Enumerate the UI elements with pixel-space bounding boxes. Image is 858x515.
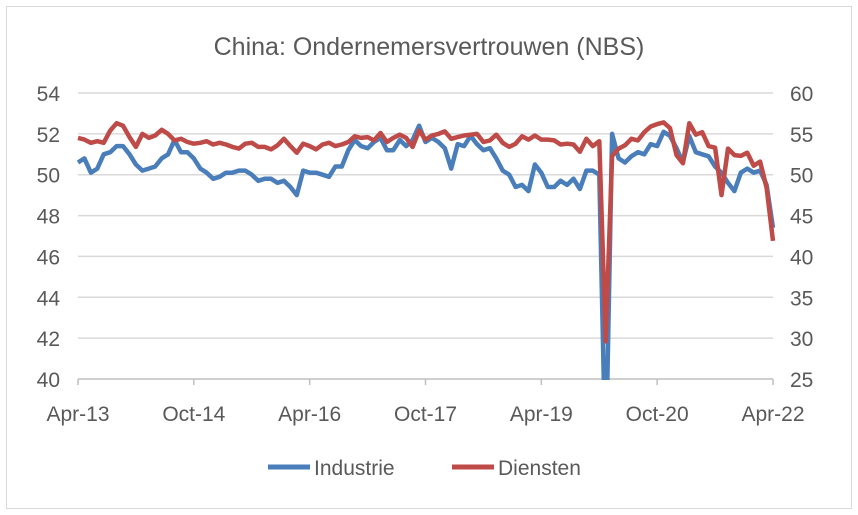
- x-tick-label: Apr-19: [510, 403, 573, 426]
- legend-label-industrie: Industrie: [314, 457, 395, 480]
- y-left-tick-label: 50: [37, 165, 60, 188]
- y-right-tick-label: 40: [790, 246, 813, 269]
- y-left-tick-label: 40: [37, 369, 60, 392]
- y-left-tick-label: 46: [37, 246, 60, 269]
- legend-label-diensten: Diensten: [498, 457, 581, 480]
- y-right-tick-label: 60: [790, 83, 813, 106]
- y-left-tick-label: 52: [37, 124, 60, 147]
- y-left-tick-label: 48: [37, 206, 60, 229]
- y-right-tick-label: 35: [790, 287, 813, 310]
- y-right-tick-label: 50: [790, 165, 813, 188]
- y-right-tick-label: 30: [790, 328, 813, 351]
- y-right-tick-label: 55: [790, 124, 813, 147]
- series-line-diensten: [77, 120, 776, 344]
- y-right-tick-label: 45: [790, 206, 813, 229]
- y-right-tick-label: 25: [790, 369, 813, 392]
- legend: Industrie Diensten: [268, 457, 581, 480]
- x-tick-label: Oct-14: [162, 403, 225, 426]
- chart-frame: [6, 6, 852, 509]
- series-line-industrie: [76, 123, 776, 380]
- x-tick-label: Apr-16: [278, 403, 341, 426]
- x-tick-label: Apr-22: [741, 403, 804, 426]
- x-tick-label: Oct-20: [626, 403, 689, 426]
- chart-title: China: Ondernemersvertrouwen (NBS): [214, 33, 645, 61]
- y-left-tick-label: 44: [37, 287, 61, 310]
- y-left-tick-label: 42: [37, 328, 60, 351]
- x-tick-label: Oct-17: [394, 403, 457, 426]
- y-left-tick-label: 54: [37, 83, 61, 106]
- x-tick-label: Apr-13: [46, 403, 109, 426]
